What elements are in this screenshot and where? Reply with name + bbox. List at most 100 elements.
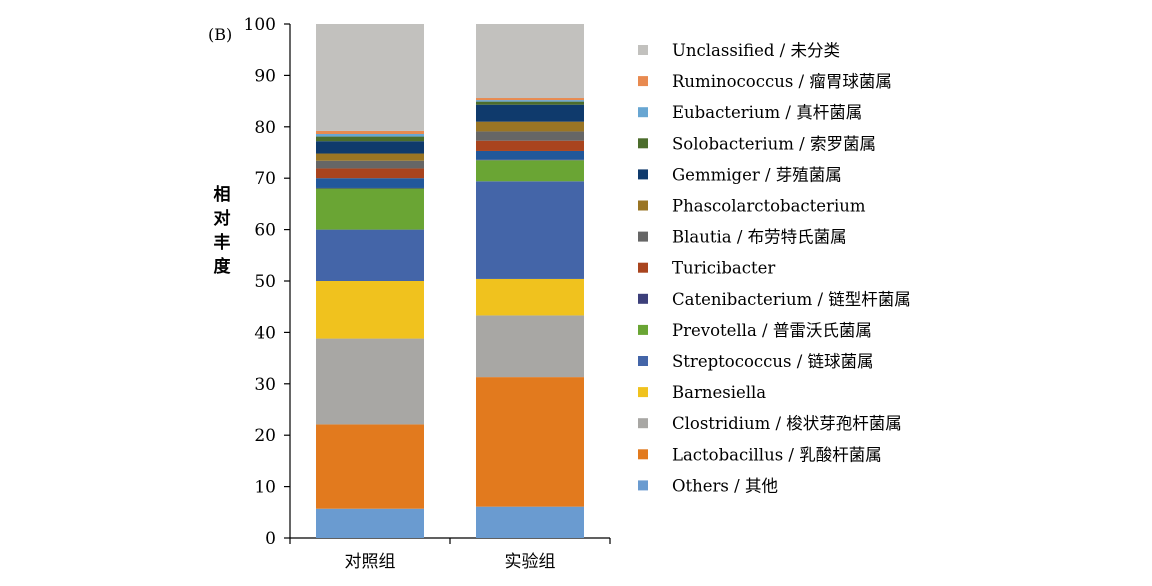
legend-label: Lactobacillus / 乳酸杆菌属 (672, 445, 882, 464)
bar-segment (476, 315, 584, 378)
legend-item: Others / 其他 (638, 476, 778, 495)
legend-swatch (638, 262, 648, 273)
legend-label: Eubacterium / 真杆菌属 (672, 103, 862, 122)
legend-label: Catenibacterium / 链型杆菌属 (672, 290, 911, 309)
legend-swatch (638, 138, 648, 149)
legend-item: Barnesiella (638, 383, 766, 402)
legend-label: Streptococcus / 链球菌属 (672, 352, 874, 371)
bar-segment (476, 159, 584, 161)
bar-segment (316, 133, 424, 137)
y-axis-label-char: 丰 (214, 232, 231, 253)
y-axis-label-char: 对 (214, 208, 231, 229)
legend-swatch (638, 324, 648, 335)
bar-segment (316, 168, 424, 179)
legend-swatch (638, 45, 648, 55)
y-tick-label: 20 (254, 426, 276, 446)
legend-swatch (638, 418, 648, 429)
bar-segment (316, 229, 424, 281)
bar-segment (316, 24, 424, 131)
legend-item: Solobacterium / 索罗菌属 (638, 134, 876, 153)
legend-swatch (638, 200, 648, 211)
bar-segment (476, 377, 584, 507)
legend-item: Prevotella / 普雷沃氏菌属 (638, 321, 872, 340)
bar-segment (476, 121, 584, 132)
legend-swatch (638, 480, 648, 491)
bar-segment (316, 188, 424, 230)
legend-item: Ruminococcus / 瘤胃球菌属 (638, 72, 892, 91)
panel-label: (B) (208, 25, 232, 44)
legend-label: Phascolarctobacterium (672, 197, 866, 216)
y-tick-label: 0 (265, 529, 276, 549)
legend-label: Prevotella / 普雷沃氏菌属 (672, 321, 872, 340)
legend-label: Others / 其他 (672, 476, 778, 495)
y-tick-label: 70 (254, 169, 276, 189)
y-tick-label: 80 (254, 118, 276, 138)
y-tick-label: 90 (254, 66, 276, 86)
legend-item: Catenibacterium / 链型杆菌属 (638, 290, 911, 309)
bar-segment (476, 104, 584, 122)
bar-segment (316, 153, 424, 161)
bar-segment (476, 100, 584, 102)
legend-swatch (638, 356, 648, 366)
legend-item: Phascolarctobacterium (638, 197, 866, 216)
bar-segment (316, 424, 424, 509)
bar-segment (476, 278, 584, 316)
legend-item: Eubacterium / 真杆菌属 (638, 103, 862, 122)
legend-swatch (638, 169, 648, 180)
bar-segment (316, 338, 424, 425)
legend-item: Gemmiger / 芽殖菌属 (638, 165, 842, 184)
bar-segment (476, 150, 584, 160)
y-tick-label: 40 (254, 323, 276, 343)
legend-item: Clostridium / 梭状芽孢杆菌属 (638, 414, 902, 433)
bar-segment (476, 506, 584, 538)
legend-label: Gemmiger / 芽殖菌属 (672, 165, 842, 184)
x-tick-labels: 对照组 实验组 (345, 552, 556, 572)
bar-segment (476, 98, 584, 101)
bar-segment (476, 140, 584, 151)
y-tick-label: 30 (254, 375, 276, 395)
y-tick-label: 100 (244, 15, 276, 35)
bars (316, 24, 584, 538)
legend-label: Clostridium / 梭状芽孢杆菌属 (672, 414, 902, 433)
legend-swatch (638, 107, 648, 118)
axes: 0 10 20 30 40 50 60 70 80 90 100 (244, 15, 611, 549)
legend-label: Solobacterium / 索罗菌属 (672, 134, 876, 153)
y-tick-label: 10 (254, 478, 276, 498)
y-tick-label: 60 (254, 221, 276, 241)
y-tick-label: 50 (254, 272, 276, 292)
x-tick-label: 实验组 (505, 552, 556, 572)
legend-label: Barnesiella (672, 383, 766, 402)
y-axis-label-char: 相 (214, 184, 231, 205)
legend: Unclassified / 未分类 Ruminococcus / 瘤胃球菌属 Eu… (638, 41, 911, 495)
bar-segment (316, 160, 424, 169)
bar-segment (476, 131, 584, 141)
legend-label: Unclassified / 未分类 (672, 41, 840, 60)
bar-segment (316, 281, 424, 339)
legend-swatch (638, 231, 648, 242)
legend-item: Unclassified / 未分类 (638, 41, 840, 60)
bar-segment (316, 130, 424, 134)
legend-label: Blautia / 布劳特氏菌属 (672, 228, 847, 247)
legend-label: Ruminococcus / 瘤胃球菌属 (672, 72, 892, 91)
x-tick-label: 对照组 (345, 552, 396, 572)
legend-swatch (638, 387, 648, 398)
legend-item: Lactobacillus / 乳酸杆菌属 (638, 445, 882, 464)
legend-item: Turicibacter (638, 259, 775, 278)
y-axis-label-char: 度 (214, 256, 232, 277)
legend-item: Streptococcus / 链球菌属 (638, 352, 874, 371)
bar-segment (316, 141, 424, 154)
bar-segment (476, 24, 584, 99)
bar-segment (476, 181, 584, 279)
bar-segment (476, 160, 584, 182)
bar-segment (316, 178, 424, 188)
bar-segment (316, 508, 424, 538)
bar-segment (316, 136, 424, 142)
legend-swatch (638, 76, 648, 87)
bar-segment (476, 101, 584, 105)
legend-swatch (638, 449, 648, 460)
legend-swatch (638, 293, 648, 304)
legend-item: Blautia / 布劳特氏菌属 (638, 228, 847, 247)
legend-label: Turicibacter (672, 259, 775, 278)
